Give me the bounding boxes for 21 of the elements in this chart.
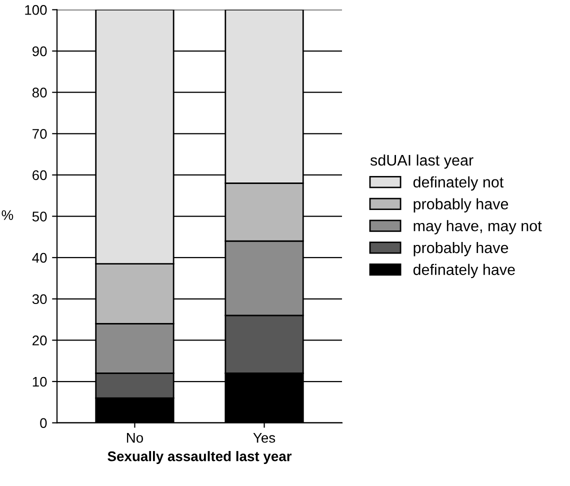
legend-title: sdUAI last year	[370, 154, 474, 169]
y-tick-label: 20	[32, 336, 47, 346]
x-tick-label: Yes	[253, 433, 276, 443]
y-tick-label: 70	[32, 128, 47, 139]
legend-label: probably have	[414, 242, 508, 256]
y-tick-label: 80	[32, 88, 47, 98]
legend-label: probably have	[414, 198, 508, 212]
x-axis-title: Sexually assaulted last year	[108, 451, 292, 464]
y-tick-label: 0	[40, 418, 47, 428]
legend-label: definately not	[413, 176, 504, 191]
y-tick-label: 30	[32, 294, 47, 304]
x-tick-label: No	[126, 433, 144, 443]
legend-label: may have, may not	[414, 220, 542, 234]
y-tick-label: 60	[32, 170, 47, 180]
y-tick-label: 100	[25, 5, 47, 15]
y-tick-label: 10	[32, 376, 47, 387]
y-tick-label: 40	[32, 252, 47, 263]
y-tick-label: 50	[32, 212, 47, 222]
legend-label: definately have	[413, 264, 515, 278]
y-axis-title: %	[2, 210, 14, 220]
y-tick-label: 90	[32, 46, 47, 56]
